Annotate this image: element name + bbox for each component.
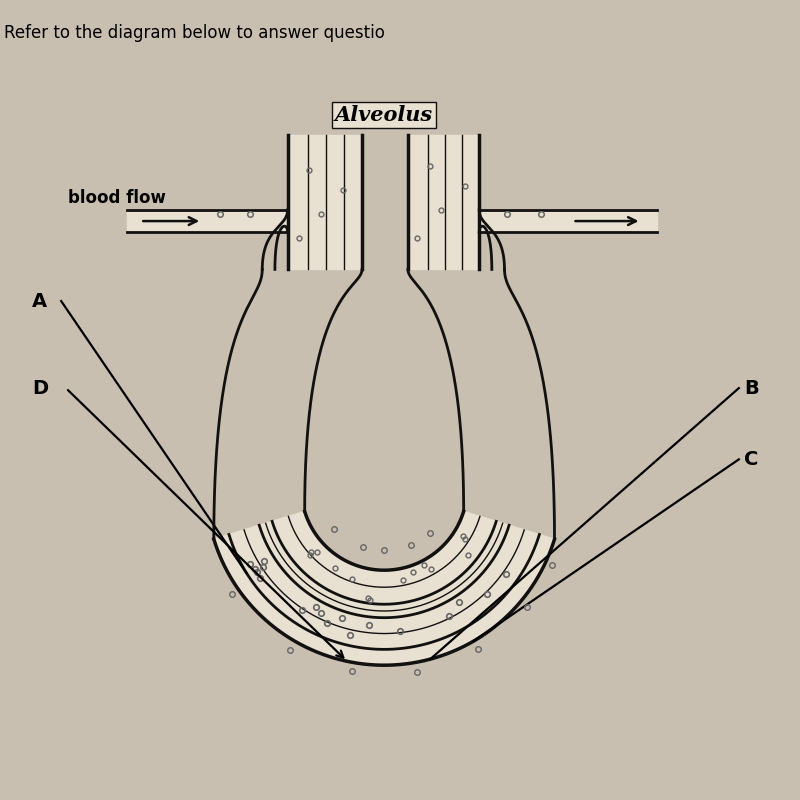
Text: C: C (744, 450, 758, 469)
Text: Refer to the diagram below to answer questio: Refer to the diagram below to answer que… (4, 24, 385, 42)
Text: A: A (32, 291, 47, 310)
Text: D: D (32, 378, 48, 398)
Text: B: B (744, 378, 759, 398)
Polygon shape (214, 511, 554, 666)
Text: blood flow: blood flow (67, 189, 166, 207)
Text: Alveolus: Alveolus (335, 105, 434, 125)
